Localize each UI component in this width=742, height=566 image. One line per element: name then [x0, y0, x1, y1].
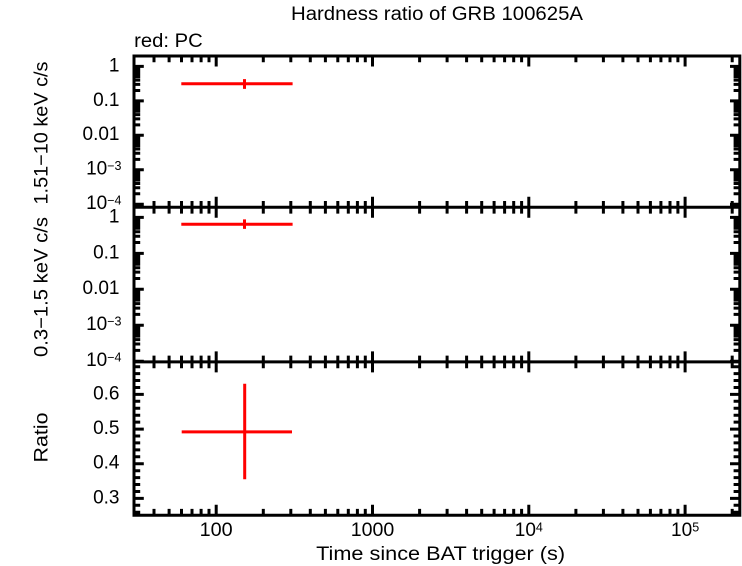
svg-text:0.1: 0.1 — [93, 242, 119, 263]
svg-text:1000: 1000 — [351, 520, 395, 541]
svg-text:0.3: 0.3 — [93, 487, 119, 508]
svg-text:0.1: 0.1 — [93, 90, 119, 111]
svg-text:0.4: 0.4 — [93, 453, 120, 474]
svg-text:1: 1 — [109, 206, 120, 227]
svg-text:1: 1 — [109, 55, 120, 76]
svg-text:0.6: 0.6 — [93, 383, 119, 404]
svg-text:0.01: 0.01 — [83, 278, 120, 299]
svg-text:red: PC: red: PC — [134, 31, 203, 52]
svg-text:Hardness ratio of GRB 100625A: Hardness ratio of GRB 100625A — [291, 4, 583, 25]
svg-text:1.51−10 keV c/s: 1.51−10 keV c/s — [31, 62, 52, 205]
svg-text:0.5: 0.5 — [93, 418, 119, 439]
svg-text:0.01: 0.01 — [83, 124, 120, 145]
svg-text:0.3−1.5 keV c/s: 0.3−1.5 keV c/s — [31, 217, 52, 357]
svg-text:Time since BAT trigger (s): Time since BAT trigger (s) — [316, 544, 565, 565]
svg-text:105: 105 — [671, 520, 699, 541]
svg-text:104: 104 — [515, 520, 543, 541]
svg-text:100: 100 — [200, 520, 233, 541]
svg-text:Ratio: Ratio — [31, 413, 52, 463]
